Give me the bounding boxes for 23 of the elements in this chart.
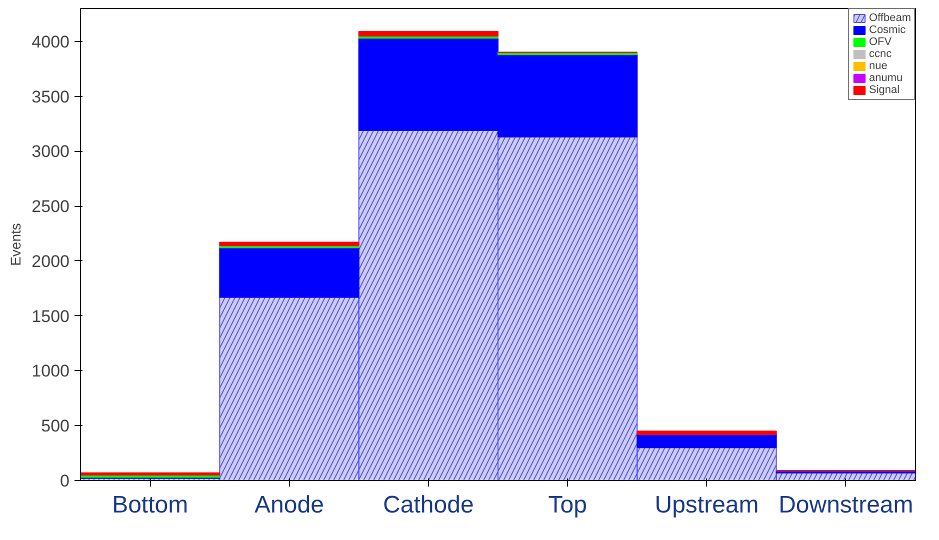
legend-label: ccnc bbox=[869, 48, 892, 60]
legend-label: anumu bbox=[869, 72, 903, 84]
y-tick-label: 0 bbox=[60, 472, 70, 490]
y-tick-label: 2500 bbox=[32, 197, 70, 216]
y-tick-label: 4000 bbox=[32, 32, 70, 52]
y-tick-label: 3500 bbox=[32, 87, 70, 106]
y-tick-label: 1500 bbox=[32, 306, 70, 326]
legend-label: Signal bbox=[869, 84, 900, 96]
x-tick-label: Top bbox=[548, 492, 587, 518]
y-tick-label: 1000 bbox=[32, 362, 70, 381]
x-tick-label: Cathode bbox=[383, 492, 474, 518]
y-tick-label: 2000 bbox=[32, 252, 70, 271]
x-tick-label: Bottom bbox=[112, 492, 188, 518]
legend-label: Offbeam bbox=[869, 12, 911, 24]
y-axis-title: Events bbox=[8, 223, 24, 266]
legend-label: nue bbox=[869, 60, 888, 72]
legend-label: OFV bbox=[869, 36, 892, 48]
y-tick-label: 3000 bbox=[32, 142, 70, 162]
x-tick-label: Upstream bbox=[654, 492, 759, 518]
y-tick-label: 500 bbox=[41, 416, 70, 436]
legend-label: Cosmic bbox=[869, 24, 906, 36]
x-tick-label: Downstream bbox=[778, 492, 914, 518]
x-tick-label: Anode bbox=[254, 492, 324, 518]
